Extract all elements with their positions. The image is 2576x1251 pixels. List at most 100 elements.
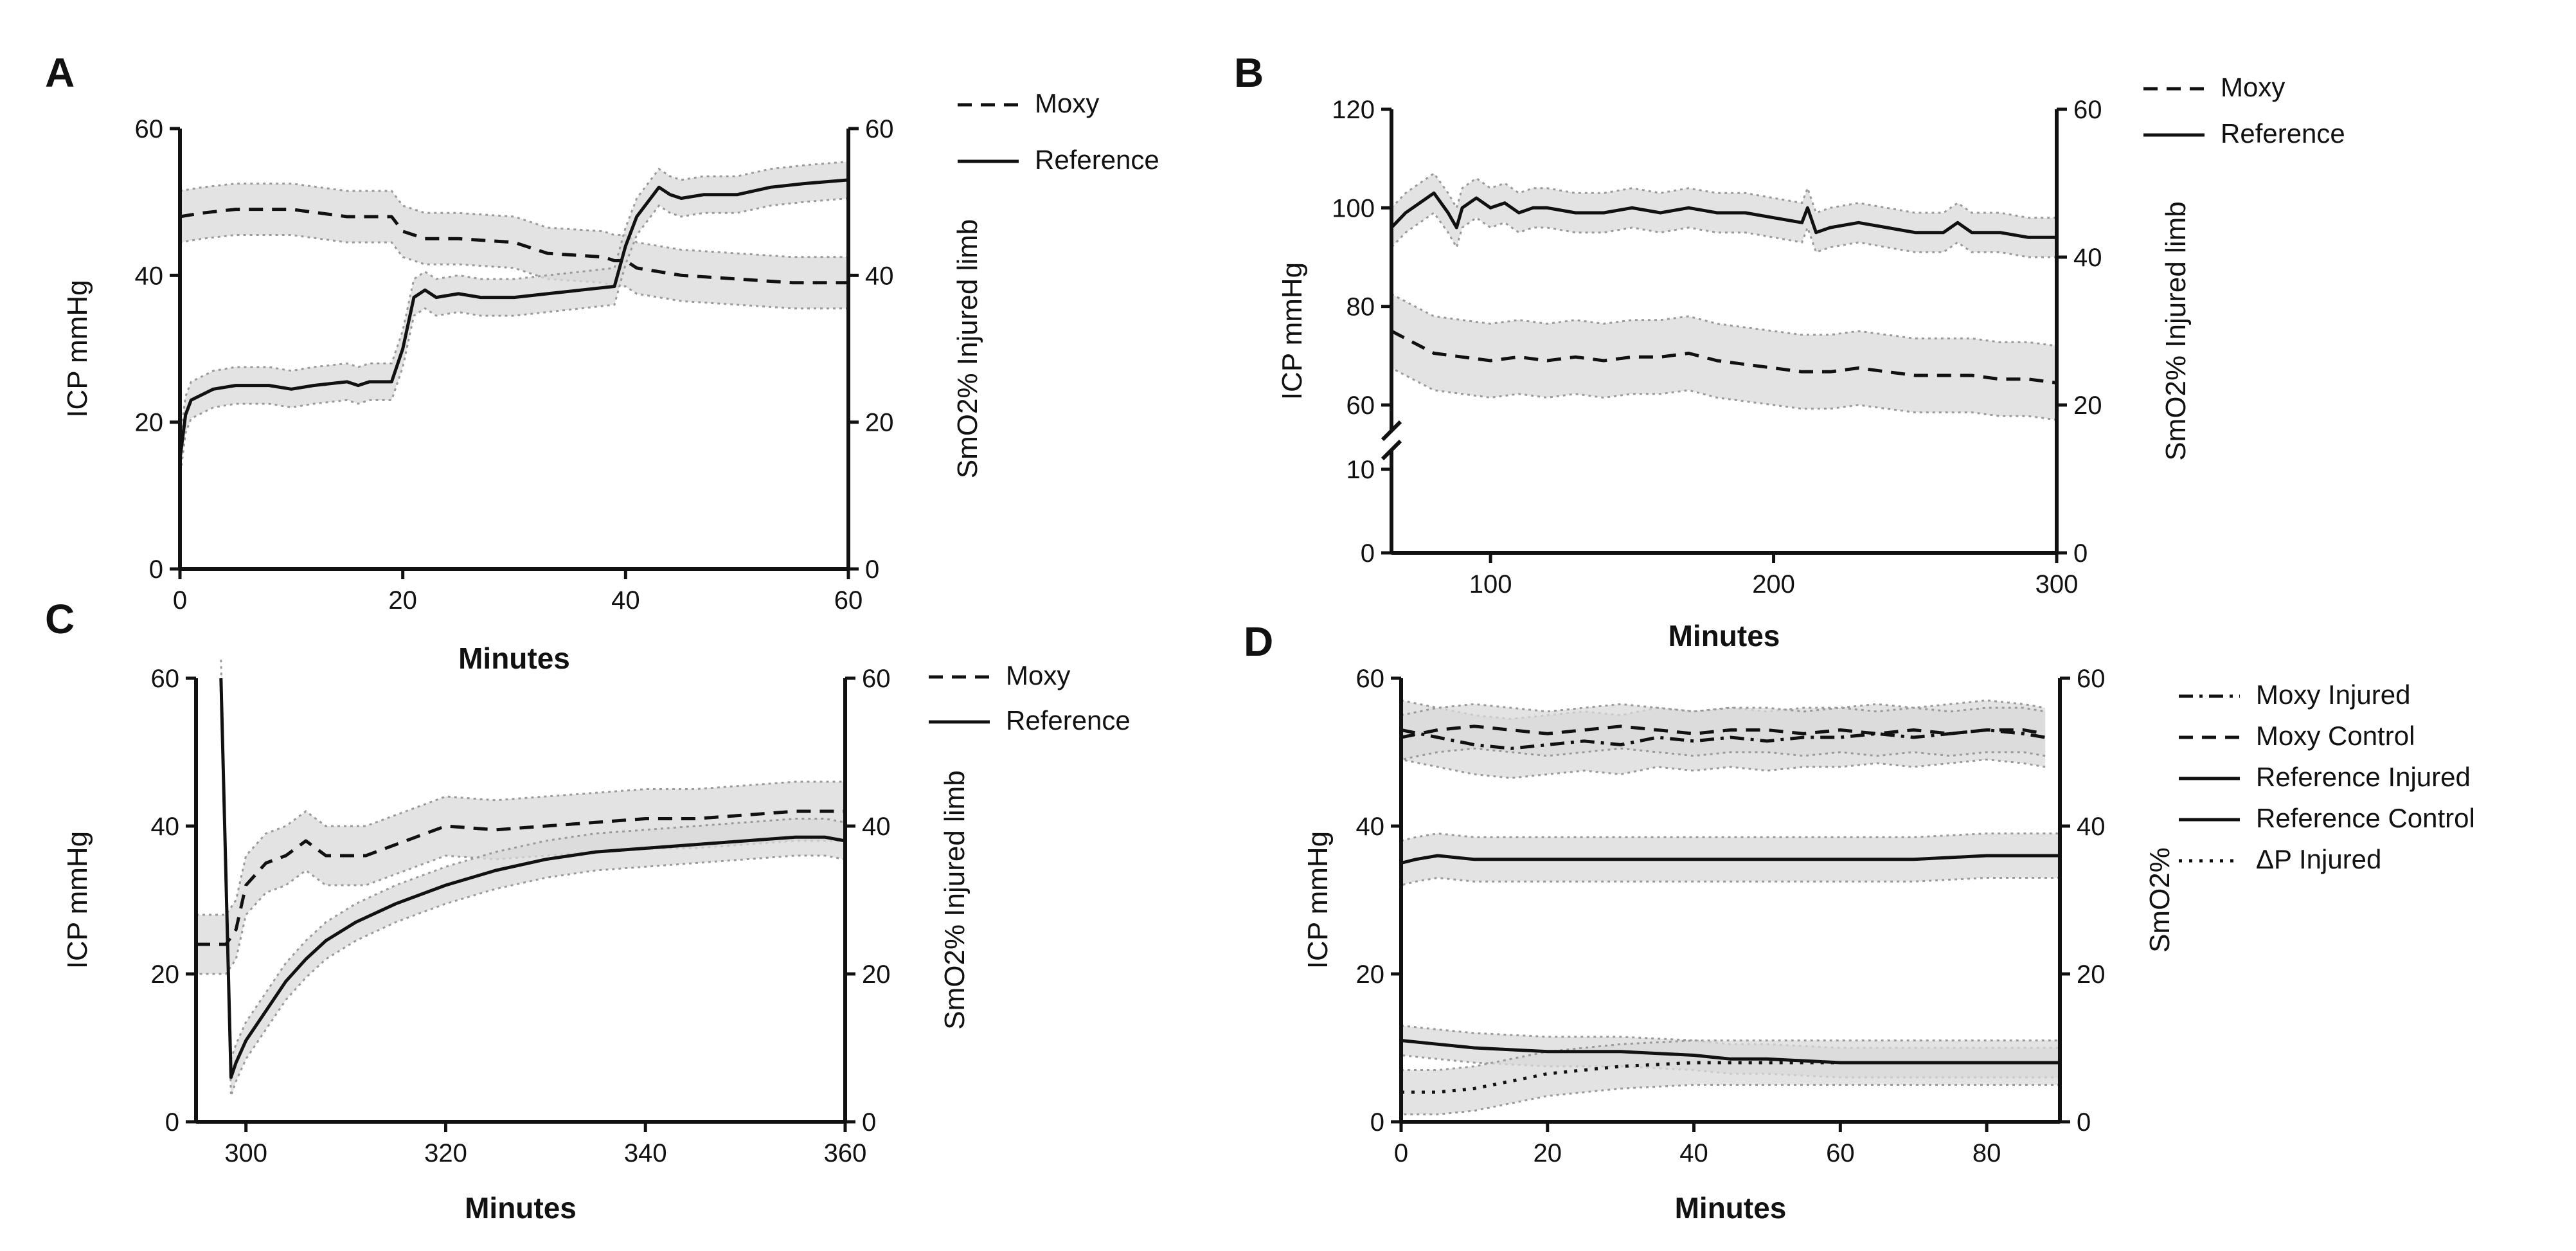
series-line-reference — [178, 178, 849, 460]
legend-label-moxy-control: Moxy Control — [2256, 721, 2415, 751]
series-line-moxy — [196, 809, 845, 946]
panel-letter-a: A — [45, 50, 75, 96]
error-band-upper — [1390, 172, 2057, 219]
y-right-tick-label: 40 — [2073, 244, 2102, 272]
y-left-tick-label: 60 — [151, 665, 180, 693]
y-left-tick-label: 40 — [1356, 813, 1385, 841]
legend: Moxy Reference — [929, 660, 1131, 735]
error-band--p-injured — [1401, 1040, 2060, 1115]
legend-label-moxy: Moxy — [2221, 72, 2285, 102]
y-right-tick-label: 20 — [862, 960, 891, 989]
legend: Moxy Injured Moxy Control Reference Injure… — [2179, 680, 2475, 874]
y-right-tick-label: 60 — [2077, 665, 2106, 693]
legend-label--p-injured: ΔP Injured — [2256, 844, 2381, 874]
axes: 0 20 40 60 80 0 20 40 60 0 20 40 60 — [1356, 665, 2106, 1167]
panel-letter-c: C — [45, 596, 75, 642]
plot-area — [196, 660, 846, 1097]
y-right-tick-label: 20 — [2073, 392, 2102, 420]
y-right-tick-label: 0 — [862, 1108, 876, 1137]
y-left-tick-label: 0 — [1361, 539, 1375, 568]
y-right-tick-label: 20 — [865, 409, 894, 437]
x-axis-title: Minutes — [1675, 1191, 1787, 1225]
legend: Moxy Reference — [2143, 72, 2345, 148]
x-tick-label: 360 — [824, 1139, 867, 1167]
y-right-axis-title: SmO2% Injured limb — [952, 219, 983, 478]
y-right-axis-title: SmO2% Injured limb — [939, 770, 970, 1029]
y-right-tick-label: 60 — [865, 115, 894, 143]
y-left-axis-title: ICP mmHg — [1302, 831, 1334, 969]
x-axis-title: Minutes — [458, 642, 570, 675]
x-tick-label: 300 — [2035, 570, 2079, 598]
error-band-lower — [1400, 747, 2046, 760]
x-tick-label: 60 — [834, 586, 863, 615]
legend: Moxy Reference — [958, 88, 1159, 175]
y-right-tick-label: 40 — [865, 262, 894, 290]
x-tick-label: 300 — [224, 1139, 267, 1167]
error-band-lower — [1401, 1084, 2060, 1115]
y-right-tick-label: 40 — [862, 813, 891, 841]
x-tick-label: 320 — [424, 1139, 467, 1167]
y-right-tick-label: 20 — [2077, 960, 2106, 989]
y-right-tick-label: 0 — [865, 555, 879, 584]
legend-label-moxy: Moxy — [1035, 88, 1099, 118]
axis-break-mark — [1381, 439, 1402, 461]
x-axis-title: Minutes — [1668, 619, 1780, 652]
panel-d: D 0 20 40 60 80 0 20 40 60 0 20 40 60 ICP mmHg SmO2% Min… — [1244, 618, 2475, 1225]
error-band-upper — [1400, 703, 2046, 716]
error-band-reference — [220, 660, 845, 1096]
y-left-axis-title: ICP mmHg — [1276, 262, 1308, 400]
legend-label-moxy-injured: Moxy Injured — [2256, 680, 2410, 710]
y-left-tick-label: 80 — [1346, 293, 1375, 321]
plot-area — [178, 160, 849, 478]
series-line-moxy-control — [1400, 724, 2046, 739]
x-tick-label: 60 — [1826, 1139, 1855, 1167]
y-right-tick-label: 40 — [2077, 813, 2106, 841]
error-band-upper — [1400, 832, 2060, 842]
y-left-tick-label: 0 — [165, 1108, 179, 1137]
x-tick-label: 20 — [1534, 1139, 1562, 1167]
y-left-tick-label: 40 — [135, 262, 164, 290]
y-left-tick-label: 120 — [1332, 96, 1375, 124]
axis-break-mark — [1381, 420, 1402, 442]
error-band-lower — [1390, 211, 2057, 258]
legend-label-reference: Reference — [2221, 118, 2345, 148]
error-band-moxy — [1391, 294, 2057, 420]
y-left-tick-label: 60 — [1356, 665, 1385, 693]
error-band-lower — [1400, 758, 2046, 779]
error-band-lower — [220, 696, 846, 1097]
series-line-moxy — [1390, 329, 2057, 384]
y-right-tick-label: 60 — [2073, 96, 2102, 124]
error-band-reference — [1391, 173, 2057, 257]
series-line-reference-injured — [1400, 854, 2060, 865]
x-tick-label: 340 — [624, 1139, 667, 1167]
error-band-upper — [1401, 1040, 2060, 1071]
legend-label-reference-injured: Reference Injured — [2256, 762, 2471, 792]
legend-label-reference: Reference — [1006, 705, 1131, 735]
y-left-tick-label: 60 — [135, 115, 164, 143]
y-right-axis-title: SmO2% Injured limb — [2160, 201, 2192, 460]
plot-area — [1400, 699, 2060, 1115]
y-left-tick-label: 0 — [149, 555, 163, 584]
x-tick-label: 0 — [1394, 1139, 1408, 1167]
y-left-axis-title: ICP mmHg — [62, 831, 93, 969]
y-left-tick-label: 20 — [135, 409, 164, 437]
y-right-tick-label: 0 — [2073, 539, 2088, 568]
error-band-upper — [196, 780, 845, 916]
y-left-tick-label: 40 — [151, 813, 180, 841]
y-left-tick-label: 20 — [151, 960, 180, 989]
series-line-moxy-injured — [1400, 728, 2046, 750]
series-line--p-injured — [1401, 1061, 2060, 1094]
error-band-reference — [180, 161, 848, 478]
y-right-tick-label: 60 — [862, 665, 891, 693]
y-left-axis-title: ICP mmHg — [62, 280, 93, 417]
error-band-upper — [179, 183, 848, 258]
x-tick-label: 80 — [1972, 1139, 2001, 1167]
y-left-tick-label: 0 — [1370, 1108, 1384, 1137]
series-line-reference — [1390, 191, 2057, 239]
